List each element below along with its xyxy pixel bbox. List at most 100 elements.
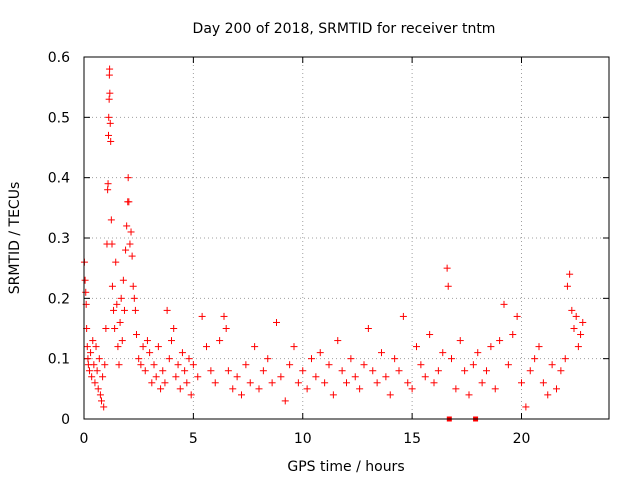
data-point: [111, 325, 119, 332]
data-point: [98, 397, 105, 405]
data-point: [395, 367, 403, 375]
data-point: [222, 325, 230, 332]
data-point: [198, 312, 206, 320]
data-point: [373, 379, 381, 387]
chart-title: Day 200 of 2018, SRMTID for receiver tnt…: [193, 21, 496, 37]
data-point: [104, 180, 112, 188]
data-point: [526, 367, 534, 375]
data-point: [83, 343, 91, 351]
data-point: [264, 355, 272, 363]
x-tick-label: 10: [294, 431, 312, 447]
y-tick-label: 0.6: [48, 50, 70, 66]
x-tick-label: 15: [403, 431, 421, 447]
data-point: [185, 355, 193, 363]
y-tick-label: 0.4: [48, 171, 70, 187]
data-point: [426, 331, 434, 339]
x-tick-label: 20: [513, 431, 531, 447]
data-point: [255, 385, 263, 393]
data-point: [444, 282, 452, 290]
data-point: [88, 373, 96, 381]
data-point: [108, 282, 116, 290]
y-axis-label: SRMTID / TECUs: [7, 182, 23, 295]
data-point: [439, 349, 447, 357]
data-point: [487, 343, 495, 351]
data-point: [246, 379, 254, 387]
data-point: [277, 373, 285, 381]
data-point: [154, 343, 162, 351]
data-point: [181, 367, 189, 375]
data-point: [101, 361, 109, 369]
data-point: [122, 246, 130, 254]
grid: [84, 57, 609, 419]
data-point: [430, 379, 438, 387]
data-point: [119, 276, 127, 284]
data-point: [82, 288, 90, 296]
data-point: [356, 385, 364, 393]
data-point: [203, 343, 210, 351]
data-point: [553, 385, 560, 393]
data-point: [563, 282, 571, 290]
data-point: [81, 276, 89, 284]
data-point: [135, 355, 143, 363]
data-point: [100, 403, 108, 411]
data-point: [448, 355, 455, 363]
data-point: [85, 367, 93, 375]
data-point: [137, 361, 145, 369]
data-point: [281, 397, 289, 405]
data-point: [165, 355, 173, 363]
data-point: [161, 379, 169, 387]
data-point: [130, 294, 138, 302]
y-tick-label: 0: [61, 412, 70, 428]
data-point: [343, 379, 350, 387]
data-point: [194, 373, 202, 381]
data-point: [572, 312, 580, 320]
data-point: [566, 270, 574, 278]
data-point: [347, 355, 355, 363]
data-point: [294, 379, 302, 387]
data-point: [242, 361, 250, 369]
data-point: [150, 361, 158, 369]
data-point: [91, 379, 99, 387]
data-point: [123, 222, 131, 230]
data-point: [163, 306, 171, 314]
data-point: [159, 367, 167, 375]
data-point: [118, 337, 126, 345]
data-point: [131, 306, 139, 314]
data-point: [334, 337, 342, 345]
data-point: [544, 391, 552, 399]
data-point: [187, 391, 195, 399]
data-point: [491, 385, 499, 393]
data-point: [106, 119, 114, 127]
data-point: [216, 337, 224, 345]
data-point: [548, 361, 556, 369]
data-point: [116, 318, 124, 326]
data-point: [382, 373, 390, 381]
data-point: [268, 379, 276, 387]
data-point: [531, 355, 539, 363]
axis-ticks: 0 5 10 15 20 0 0.1 0.2 0.3 0.4 0.5 0.6: [48, 50, 609, 447]
data-point: [391, 355, 399, 363]
data-point: [233, 373, 241, 381]
data-point: [399, 312, 407, 320]
data-point: [483, 367, 490, 375]
data-point: [107, 216, 115, 224]
data-point: [128, 252, 136, 260]
data-point: [124, 174, 132, 182]
data-point: [176, 385, 184, 393]
data-point: [105, 131, 112, 139]
data-point: [408, 385, 416, 393]
data-point: [148, 379, 156, 387]
data-point: [378, 349, 385, 357]
data-point: [106, 89, 114, 97]
data-point: [513, 312, 521, 320]
data-point: [290, 343, 298, 351]
data-point: [113, 300, 121, 308]
data-point: [229, 385, 237, 393]
data-point: [106, 65, 114, 73]
data-point: [308, 355, 315, 363]
data-point: [456, 337, 464, 345]
data-point: [104, 186, 112, 194]
data-point: [93, 367, 101, 375]
data-point: [89, 337, 97, 345]
